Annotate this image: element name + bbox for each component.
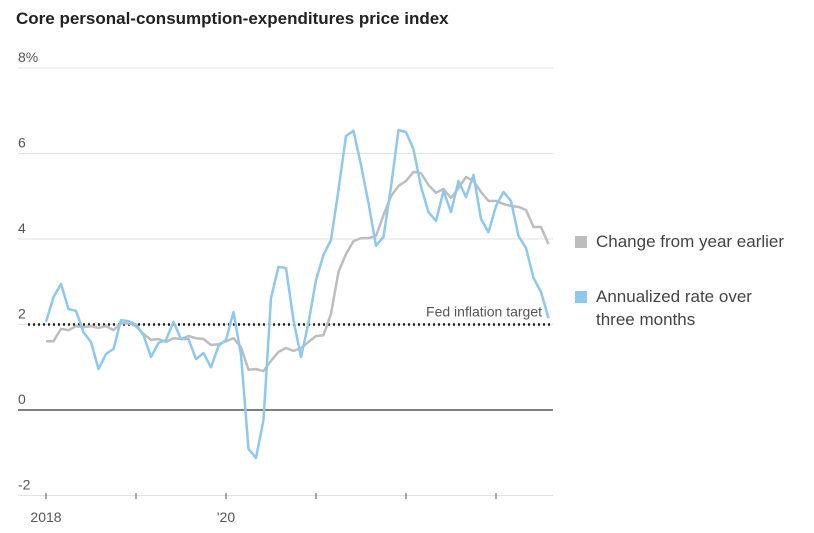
legend-swatch-annualized bbox=[575, 291, 587, 303]
legend-label-line: Annualized rate over bbox=[596, 287, 752, 306]
y-tick-label: 6 bbox=[18, 135, 26, 151]
y-tick-label: 0 bbox=[18, 391, 26, 407]
x-tick-label: '20 bbox=[217, 509, 235, 525]
y-tick-label: -2 bbox=[18, 477, 31, 493]
legend-label-yoy: Change from year earlier bbox=[596, 232, 785, 251]
y-tick-label: 2 bbox=[18, 306, 26, 322]
legend-label-line: three months bbox=[596, 310, 696, 329]
chart-title: Core personal-consumption-expenditures p… bbox=[16, 9, 449, 28]
y-tick-label: 4 bbox=[18, 220, 26, 236]
x-tick-label: 2018 bbox=[30, 509, 61, 525]
series-line-annualized bbox=[44, 128, 550, 460]
series-line-year-earlier bbox=[46, 170, 550, 373]
fed-target-label: Fed inflation target bbox=[426, 304, 542, 320]
y-tick-label: 8% bbox=[18, 49, 38, 65]
legend-label-annualized: Annualized rate over three months bbox=[596, 285, 752, 331]
legend-swatch-yoy bbox=[575, 236, 587, 248]
